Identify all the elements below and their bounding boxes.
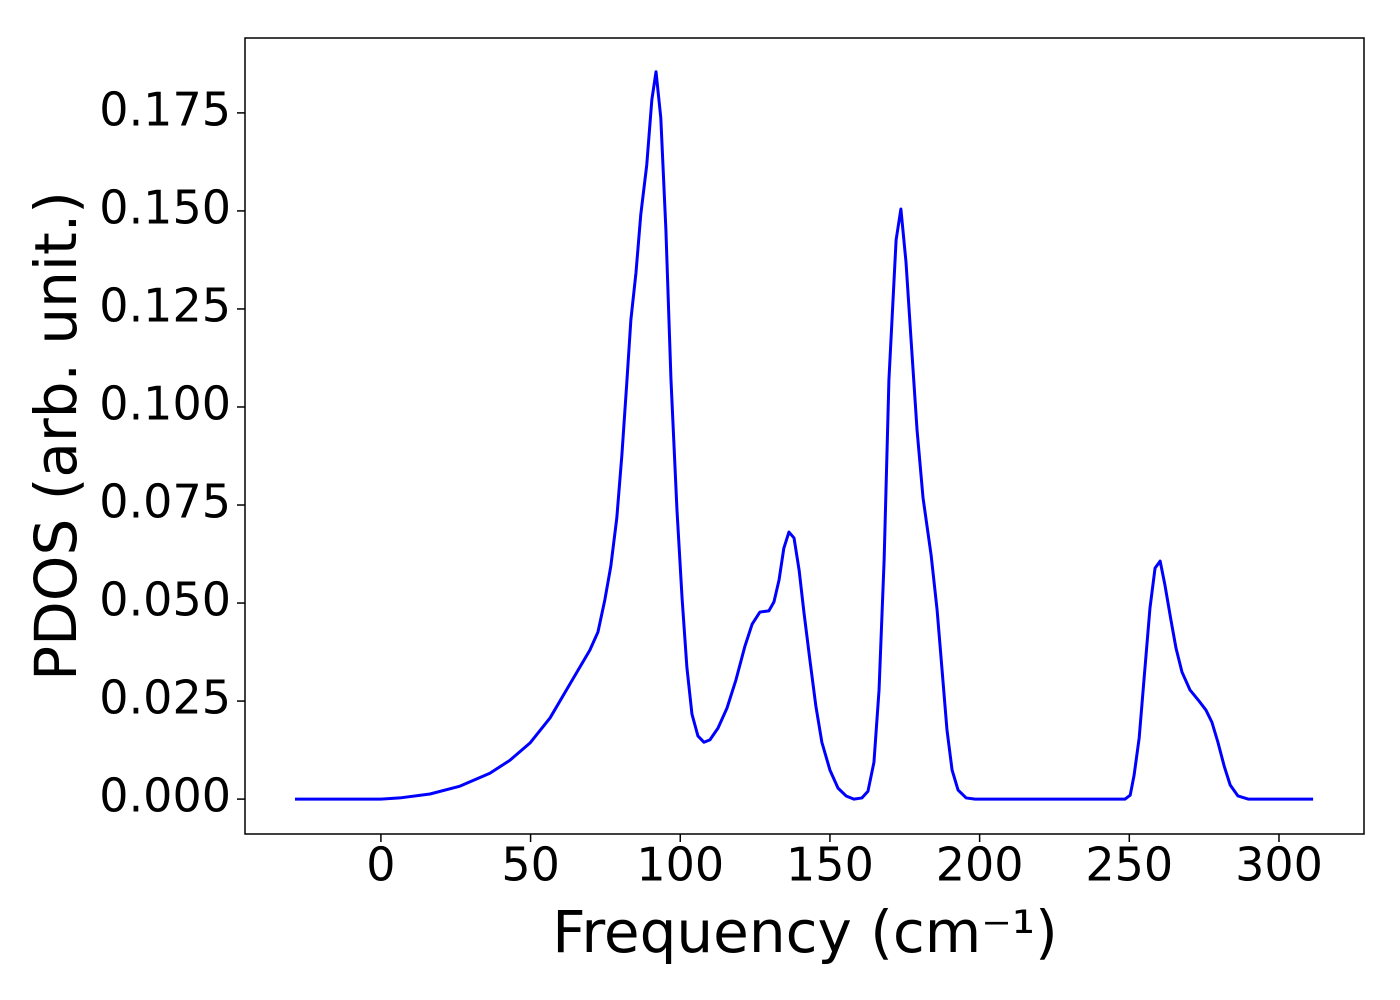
y-tick-label: 0.150 bbox=[99, 180, 231, 234]
y-tick-label: 0.125 bbox=[99, 278, 231, 332]
x-tick-label: 250 bbox=[1085, 838, 1173, 892]
x-tick-label: 150 bbox=[786, 838, 874, 892]
data-line bbox=[294, 70, 1314, 801]
x-tick-label: 300 bbox=[1235, 838, 1323, 892]
x-tick-label: 0 bbox=[366, 838, 395, 892]
x-tick-label: 200 bbox=[936, 838, 1024, 892]
y-axis-label: PDOS (arb. unit.) bbox=[22, 191, 90, 681]
y-tick-label: 0.025 bbox=[99, 671, 231, 725]
y-tick-label: 0.050 bbox=[99, 573, 231, 627]
y-tick-label: 0.000 bbox=[99, 769, 231, 823]
x-tick-label: 50 bbox=[501, 838, 560, 892]
y-tick-label: 0.100 bbox=[99, 376, 231, 430]
x-tick-label: 100 bbox=[636, 838, 724, 892]
x-axis-label: Frequency (cm⁻¹) bbox=[552, 898, 1058, 966]
y-tick-label: 0.175 bbox=[99, 82, 231, 136]
plot-frame bbox=[244, 37, 1365, 835]
y-tick-label: 0.075 bbox=[99, 475, 231, 529]
